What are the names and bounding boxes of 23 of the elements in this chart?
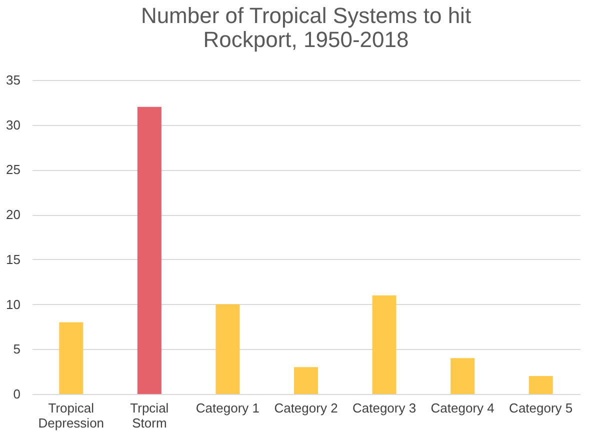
y-tick-label: 30 xyxy=(6,117,20,132)
y-tick-label: 10 xyxy=(6,296,20,312)
y-tick-label: 25 xyxy=(6,162,20,178)
bar xyxy=(216,304,240,394)
bar xyxy=(294,367,318,394)
bar xyxy=(137,106,162,394)
y-tick-label: 35 xyxy=(6,72,20,88)
y-tick-label: 5 xyxy=(13,342,20,357)
x-tick-label: Trpcial Storm xyxy=(130,400,169,430)
bar xyxy=(450,358,475,394)
x-tick-label: Category 5 xyxy=(509,400,573,416)
y-tick-label: 15 xyxy=(6,252,20,267)
chart-title: Number of Tropical Systems to hit Rockport, 1950-2018 xyxy=(140,3,472,52)
x-tick-label: Category 2 xyxy=(274,400,338,416)
y-tick-label: 20 xyxy=(6,207,20,222)
y-tick-label: 0 xyxy=(13,386,20,402)
x-tick-label: Category 3 xyxy=(352,400,416,416)
x-tick-label: Category 1 xyxy=(196,400,260,416)
bar xyxy=(528,376,553,394)
x-tick-label: Tropical Depression xyxy=(38,400,104,430)
bar xyxy=(59,322,84,394)
bar xyxy=(372,295,396,394)
x-tick-label: Category 4 xyxy=(430,400,494,416)
